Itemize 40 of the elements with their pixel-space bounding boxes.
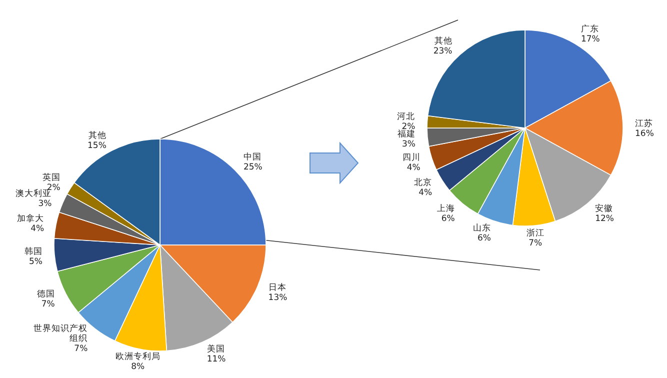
data-label: 11% <box>206 354 226 364</box>
data-label: 4% <box>418 188 432 198</box>
data-label: 16% <box>635 129 654 139</box>
data-label: 15% <box>88 140 106 151</box>
data-label: 3% <box>38 199 52 210</box>
data-label: 7% <box>528 238 542 249</box>
data-label: 3% <box>402 139 416 150</box>
data-label: 6% <box>441 214 455 224</box>
slice-label: 河北 <box>397 111 416 122</box>
slice-label: 北京 <box>414 176 432 188</box>
data-label: 7% <box>41 300 55 310</box>
slice-label: 美国 <box>206 343 225 354</box>
data-label: 25% <box>243 162 262 173</box>
data-label: 8% <box>131 362 145 372</box>
slice-label: 德国 <box>36 288 55 300</box>
data-label: 7% <box>74 344 88 354</box>
data-label: 12% <box>595 214 614 224</box>
data-label: 23% <box>433 46 452 56</box>
slice-label: 广东 <box>580 23 599 34</box>
slice-label: 欧洲专利局 <box>115 350 160 362</box>
slice-label: 英国 <box>42 172 60 183</box>
slice-label: 江苏 <box>635 118 653 129</box>
slice-label: 其他 <box>434 35 452 46</box>
data-label: 5% <box>29 257 43 268</box>
slice-label: 其他 <box>88 130 106 141</box>
data-label: 17% <box>580 34 600 44</box>
slice-label: 韩国 <box>24 246 43 258</box>
slice-label: 加拿大 <box>17 212 44 224</box>
slice-label: 浙江 <box>526 228 544 239</box>
slice-label: 日本 <box>268 282 286 293</box>
slice-label: 山东 <box>473 222 492 234</box>
slice-label: 安徽 <box>595 202 614 214</box>
data-label: 13% <box>268 292 288 303</box>
data-label: 6% <box>478 234 492 244</box>
data-label: 4% <box>406 162 420 173</box>
slice-label: 世界知识产权组织 <box>34 323 88 344</box>
data-label: 4% <box>30 224 44 234</box>
slice-label: 四川 <box>402 152 420 163</box>
slice-label: 中国 <box>243 152 262 163</box>
slice-label: 上海 <box>436 202 455 214</box>
